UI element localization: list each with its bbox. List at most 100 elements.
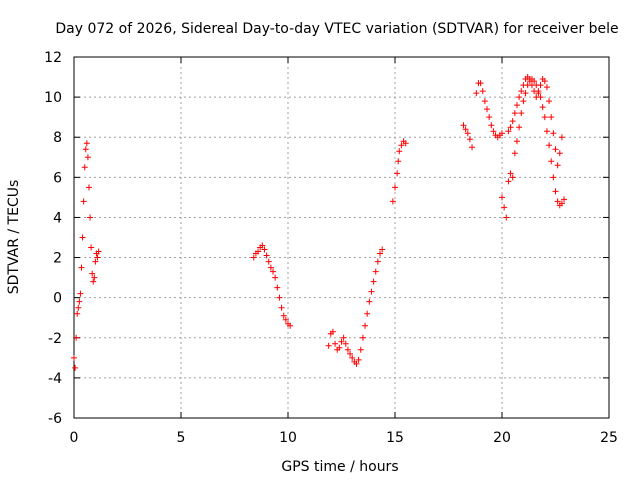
data-point xyxy=(329,328,336,335)
data-point xyxy=(552,188,559,195)
y-tick-label: 0 xyxy=(53,291,62,307)
y-tick-label: -4 xyxy=(48,371,62,387)
data-point xyxy=(550,174,557,181)
data-point xyxy=(287,322,294,329)
data-point xyxy=(554,162,561,169)
data-point xyxy=(355,356,362,363)
x-tick-label: 20 xyxy=(493,430,511,446)
data-point xyxy=(503,214,510,221)
data-point xyxy=(462,126,469,133)
x-tick-label: 25 xyxy=(600,430,618,446)
data-point xyxy=(561,196,568,203)
data-point xyxy=(379,246,386,253)
data-point xyxy=(263,252,270,259)
data-point xyxy=(533,94,540,101)
data-point xyxy=(72,364,79,371)
data-point xyxy=(558,200,565,207)
data-point xyxy=(518,88,525,95)
data-point xyxy=(516,124,523,131)
data-point xyxy=(276,294,283,301)
data-point xyxy=(267,264,274,271)
data-point xyxy=(505,128,512,135)
data-point xyxy=(75,304,82,311)
x-axis-label: GPS time / hours xyxy=(281,459,398,475)
data-point xyxy=(372,268,379,275)
data-point xyxy=(88,244,95,251)
data-point xyxy=(394,170,401,177)
data-point xyxy=(499,130,505,137)
data-point xyxy=(79,234,86,241)
data-point xyxy=(362,322,369,329)
data-point xyxy=(509,174,516,181)
data-point xyxy=(518,110,525,117)
series-segment-5 xyxy=(460,80,505,151)
x-tick-label: 0 xyxy=(70,430,79,446)
data-point xyxy=(274,284,281,291)
data-point xyxy=(507,124,514,131)
data-point xyxy=(349,354,356,361)
data-point xyxy=(261,246,268,253)
data-point xyxy=(546,98,553,105)
data-point xyxy=(520,98,527,105)
data-point xyxy=(91,274,98,281)
data-point xyxy=(501,204,508,211)
y-tick-label: 6 xyxy=(53,170,62,186)
data-point xyxy=(522,90,529,97)
data-point xyxy=(89,270,96,277)
series-segment-6 xyxy=(499,76,568,221)
data-point xyxy=(537,82,544,89)
data-point xyxy=(370,278,377,285)
data-point xyxy=(259,242,266,249)
y-tick-label: 4 xyxy=(53,210,62,226)
data-point xyxy=(543,128,550,135)
data-point xyxy=(486,114,493,121)
data-point xyxy=(490,128,497,135)
data-point xyxy=(325,342,332,349)
data-point xyxy=(554,198,561,205)
data-point xyxy=(95,248,102,255)
data-point xyxy=(488,122,495,129)
data-point xyxy=(377,250,384,257)
data-point xyxy=(505,178,512,185)
data-point xyxy=(543,84,550,91)
data-point xyxy=(255,248,262,255)
data-point xyxy=(546,142,553,149)
data-point xyxy=(499,194,505,201)
data-point xyxy=(460,122,467,129)
data-point xyxy=(469,144,476,151)
data-point xyxy=(340,334,347,341)
y-tick-label: 12 xyxy=(44,50,62,66)
ticks-layer: 0 5 10 15 20 25 -6 -4 -2 0 2 4 6 8 10 12 xyxy=(44,50,618,446)
data-point xyxy=(80,198,87,205)
data-point xyxy=(265,258,272,265)
data-point xyxy=(90,278,97,285)
data-point xyxy=(332,340,339,347)
data-point xyxy=(392,184,398,191)
data-point xyxy=(280,312,287,319)
data-point xyxy=(84,154,91,161)
data-point xyxy=(395,158,402,165)
data-point xyxy=(531,78,538,85)
data-point xyxy=(507,170,514,177)
data-point xyxy=(74,310,81,317)
data-point xyxy=(539,104,546,111)
data-point xyxy=(278,304,285,311)
data-point xyxy=(76,298,83,305)
series-segment-7 xyxy=(505,74,565,169)
data-point xyxy=(464,130,471,137)
data-point xyxy=(336,344,343,351)
data-point xyxy=(83,140,90,147)
data-point xyxy=(359,334,366,341)
data-point xyxy=(94,254,101,261)
data-point xyxy=(282,316,289,323)
data-point xyxy=(558,134,565,141)
data-point xyxy=(344,346,351,353)
data-point xyxy=(87,214,94,221)
y-tick-label: 8 xyxy=(53,130,62,146)
data-point xyxy=(338,338,345,345)
series-segment-2 xyxy=(250,242,294,329)
data-point xyxy=(402,140,409,147)
data-point xyxy=(270,268,277,275)
y-axis-label: SDTVAR / TECUs xyxy=(6,180,22,295)
